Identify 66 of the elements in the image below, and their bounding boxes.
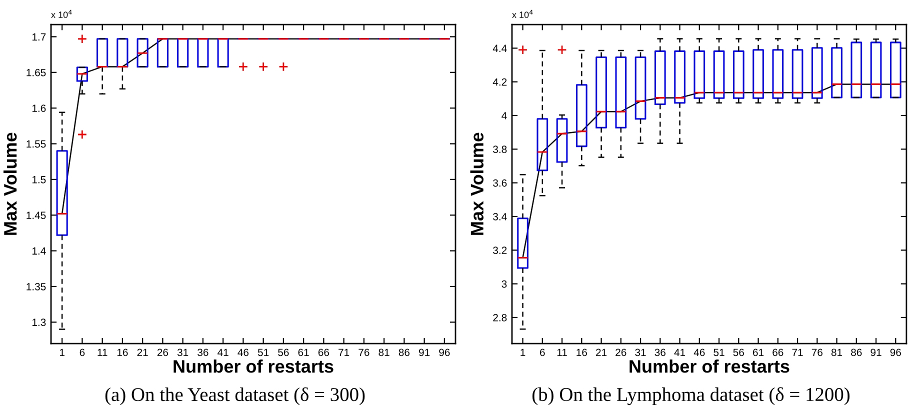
y-tick-label: 3.2 [493, 246, 507, 254]
y-tick-label: 1.55 [26, 140, 46, 148]
x-tick-label: 16 [576, 348, 587, 356]
y-tick-label: 4.2 [492, 78, 507, 86]
x-tick-label: 56 [733, 348, 744, 356]
x-tick-label: 81 [378, 348, 390, 356]
x-tick-label: 36 [198, 348, 208, 356]
y-tick-label: 3.4 [493, 212, 507, 220]
y-tick-label: 1.6 [32, 104, 46, 112]
x-tick-label: 76 [812, 348, 822, 356]
x-tick-label: 76 [358, 348, 370, 356]
x-tick-label: 71 [792, 348, 803, 356]
x-tick-label: 41 [218, 348, 228, 356]
x-tick-label: 6 [540, 348, 545, 356]
x-tick-label: 21 [596, 348, 607, 356]
y-tick-label: 1.7 [32, 33, 46, 41]
y-tick-label: 1.5 [32, 176, 46, 184]
x-tick-label: 11 [557, 348, 567, 356]
x-tick-label: 31 [635, 348, 646, 356]
x-axis-title: Number of restarts [174, 360, 334, 373]
y-tick-label: 3 [502, 280, 507, 288]
y-tick-label: 4.4 [492, 44, 507, 52]
x-axis-title: Number of restarts [630, 360, 790, 373]
x-tick-label: 91 [870, 348, 882, 356]
x-tick-label: 11 [98, 348, 108, 356]
x-tick-label: 21 [137, 348, 148, 356]
x-tick-label: 61 [298, 348, 309, 356]
x-tick-label: 56 [278, 348, 289, 356]
x-tick-label: 36 [654, 348, 666, 356]
x-tick-label: 26 [157, 348, 168, 356]
x-tick-label: 91 [419, 348, 430, 356]
y-tick-label: 3.8 [493, 146, 507, 154]
y-tick-label: 1.3 [32, 318, 46, 326]
x-tick-label: 86 [398, 348, 410, 356]
y-tick-label: 3.6 [493, 179, 507, 187]
y-axis-title: Max Volume [470, 132, 484, 235]
x-tick-label: 1 [60, 348, 64, 356]
x-tick-label: 96 [890, 348, 901, 356]
y-tick-label: 1.45 [26, 212, 46, 220]
x-tick-label: 41 [674, 348, 686, 356]
y-tick-label: 4 [502, 112, 507, 120]
x-tick-label: 46 [238, 348, 249, 356]
x-tick-label: 26 [616, 348, 626, 356]
x-tick-label: 1 [520, 348, 526, 356]
x-tick-label: 16 [117, 348, 128, 356]
x-tick-label: 81 [831, 348, 842, 356]
y-tick-label: 1.65 [26, 68, 46, 76]
x-tick-label: 51 [258, 348, 269, 356]
y-tick-label: 1.4 [32, 247, 46, 255]
x-tick-label: 86 [851, 348, 862, 356]
text: (b) On the Lymphoma dataset (δ = 1200) [532, 387, 850, 406]
y-axis-title: Max Volume [3, 132, 17, 235]
x-tick-label: 51 [714, 348, 724, 356]
x-tick-label: 71 [338, 348, 350, 356]
x-tick-label: 66 [318, 348, 330, 356]
text: x 10$^{4}$ [51, 10, 72, 18]
x-tick-label: 6 [80, 348, 85, 356]
text: x 10$^{4}$ [512, 10, 533, 18]
x-tick-label: 61 [753, 348, 764, 356]
y-tick-label: 2.8 [493, 314, 507, 322]
y-tick-label: 1.35 [26, 282, 46, 290]
x-tick-label: 46 [694, 348, 705, 356]
text: (a) On the Yeast dataset (δ = 300) [105, 387, 365, 406]
x-tick-label: 66 [772, 348, 784, 356]
x-tick-label: 31 [177, 348, 188, 356]
x-tick-label: 96 [439, 348, 450, 356]
